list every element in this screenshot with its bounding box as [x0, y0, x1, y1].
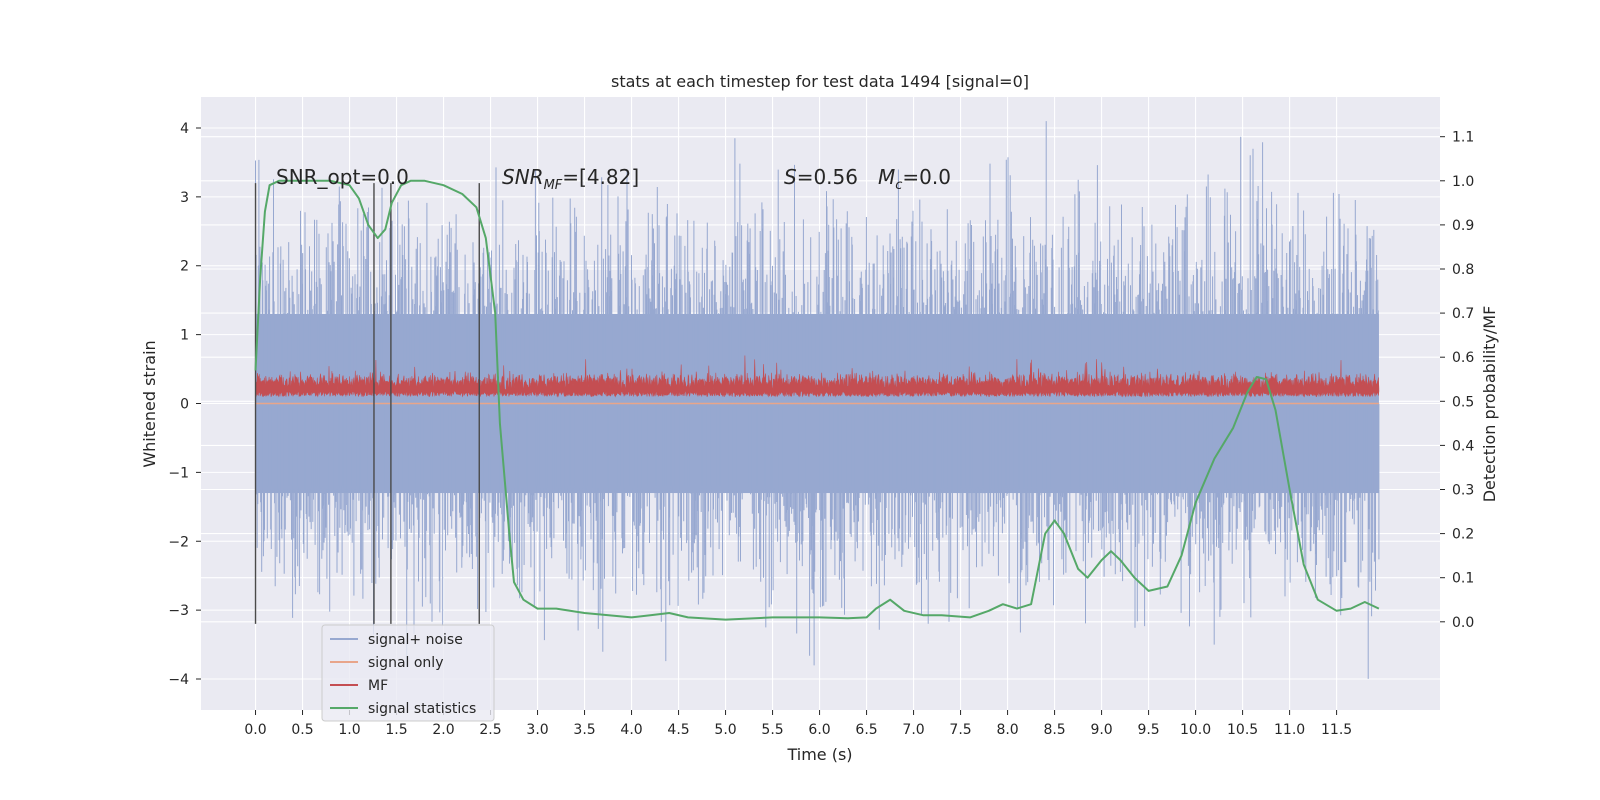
- x-tick-label: 9.5: [1137, 722, 1159, 738]
- x-tick-label: 5.0: [714, 722, 736, 738]
- y-tick-label: −4: [168, 672, 189, 688]
- tick-labels: 0.0 0.5 1.0 1.5 2.0 2.5 3.0 3.5 4.0 4.5 5.0 5.5 6.0 6…: [168, 121, 1474, 738]
- signal-statistics-series: [254, 179, 1380, 621]
- y-right-tick-label: 0.0: [1452, 615, 1474, 631]
- legend-label-mf: MF: [368, 678, 388, 694]
- x-tick-label: 1.5: [385, 722, 407, 738]
- annotation-mc-value: =0.0: [902, 165, 951, 189]
- chart-title: stats at each timestep for test data 149…: [611, 72, 1029, 91]
- annotation-mc-label: M: [878, 165, 895, 189]
- data-layer: [255, 121, 1380, 679]
- y-right-tick-label: 0.4: [1452, 438, 1474, 454]
- x-tick-label: 11.5: [1321, 722, 1352, 738]
- y-tick-label: −1: [168, 465, 189, 481]
- annotation-s-label: S: [784, 165, 797, 189]
- annotation-mc-subscript: c: [895, 178, 902, 193]
- y-axis-label: Whitened strain: [140, 340, 159, 467]
- x-tick-label: 10.0: [1180, 722, 1211, 738]
- y-right-tick-label: 0.9: [1452, 218, 1474, 234]
- x-tick-label: 3.5: [573, 722, 595, 738]
- annotation-mc: Mc=0.0: [878, 165, 951, 193]
- signal-statistics-layer: [254, 179, 1380, 621]
- y-tick-label: 1: [180, 328, 189, 344]
- annotation-snr-mf: SNRMF=[4.82]: [502, 165, 639, 193]
- legend-label-signal-only: signal only: [368, 655, 443, 671]
- x-tick-label: 10.5: [1227, 722, 1258, 738]
- x-tick-label: 2.5: [479, 722, 501, 738]
- y-right-tick-label: 0.5: [1452, 394, 1474, 410]
- x-tick-label: 6.5: [855, 722, 877, 738]
- x-tick-label: 0.5: [291, 722, 313, 738]
- y-right-tick-label: 1.0: [1452, 174, 1474, 190]
- y-right-tick-label: 0.7: [1452, 306, 1474, 322]
- x-tick-label: 4.0: [620, 722, 642, 738]
- x-tick-label: 4.5: [667, 722, 689, 738]
- annotation-s: S=0.56: [784, 165, 858, 189]
- y-tick-label: −3: [168, 603, 189, 619]
- x-tick-label: 8.5: [1043, 722, 1065, 738]
- mf-series: [255, 355, 1380, 398]
- annotation-snr-mf-subscript: MF: [544, 178, 563, 193]
- y-right-tick-label: 0.1: [1452, 571, 1474, 587]
- y-tick-label: 4: [180, 121, 189, 137]
- y-tick-label: 0: [180, 397, 189, 413]
- x-tick-label: 7.5: [949, 722, 971, 738]
- x-tick-label: 7.0: [902, 722, 924, 738]
- annotation-snr-mf-value: =[4.82]: [562, 165, 639, 189]
- x-axis-label: Time (s): [786, 745, 852, 764]
- y-tick-label: 2: [180, 259, 189, 275]
- x-tick-label: 6.0: [808, 722, 830, 738]
- x-tick-label: 0.0: [244, 722, 266, 738]
- y-right-tick-label: 0.6: [1452, 350, 1474, 366]
- y-tick-label: 3: [180, 190, 189, 206]
- legend-box: [321, 624, 495, 722]
- y-tick-label: −2: [168, 534, 189, 550]
- y-right-tick-label: 0.8: [1452, 262, 1474, 278]
- x-tick-label: 5.5: [761, 722, 783, 738]
- x-tick-label: 9.0: [1090, 722, 1112, 738]
- annotation-snr-opt: SNR_opt=0.0: [276, 165, 409, 189]
- vertical-markers: [254, 183, 480, 624]
- legend: signal+ noise signal only MF signal stat…: [321, 624, 495, 722]
- x-tick-label: 2.0: [432, 722, 454, 738]
- x-tick-label: 3.0: [526, 722, 548, 738]
- y-right-tick-label: 1.1: [1452, 130, 1474, 146]
- x-tick-label: 11.0: [1274, 722, 1305, 738]
- y-right-tick-label: 0.3: [1452, 482, 1474, 498]
- annotation-snr-mf-label: SNR: [502, 165, 544, 189]
- y-axis-right-label: Detection probability/MF: [1480, 306, 1499, 503]
- y-right-tick-label: 0.2: [1452, 527, 1474, 543]
- legend-label-signal-noise: signal+ noise: [368, 632, 463, 648]
- x-tick-label: 1.0: [338, 722, 360, 738]
- legend-label-signal-statistics: signal statistics: [368, 701, 476, 717]
- x-tick-label: 8.0: [996, 722, 1018, 738]
- annotation-s-value: =0.56: [797, 165, 858, 189]
